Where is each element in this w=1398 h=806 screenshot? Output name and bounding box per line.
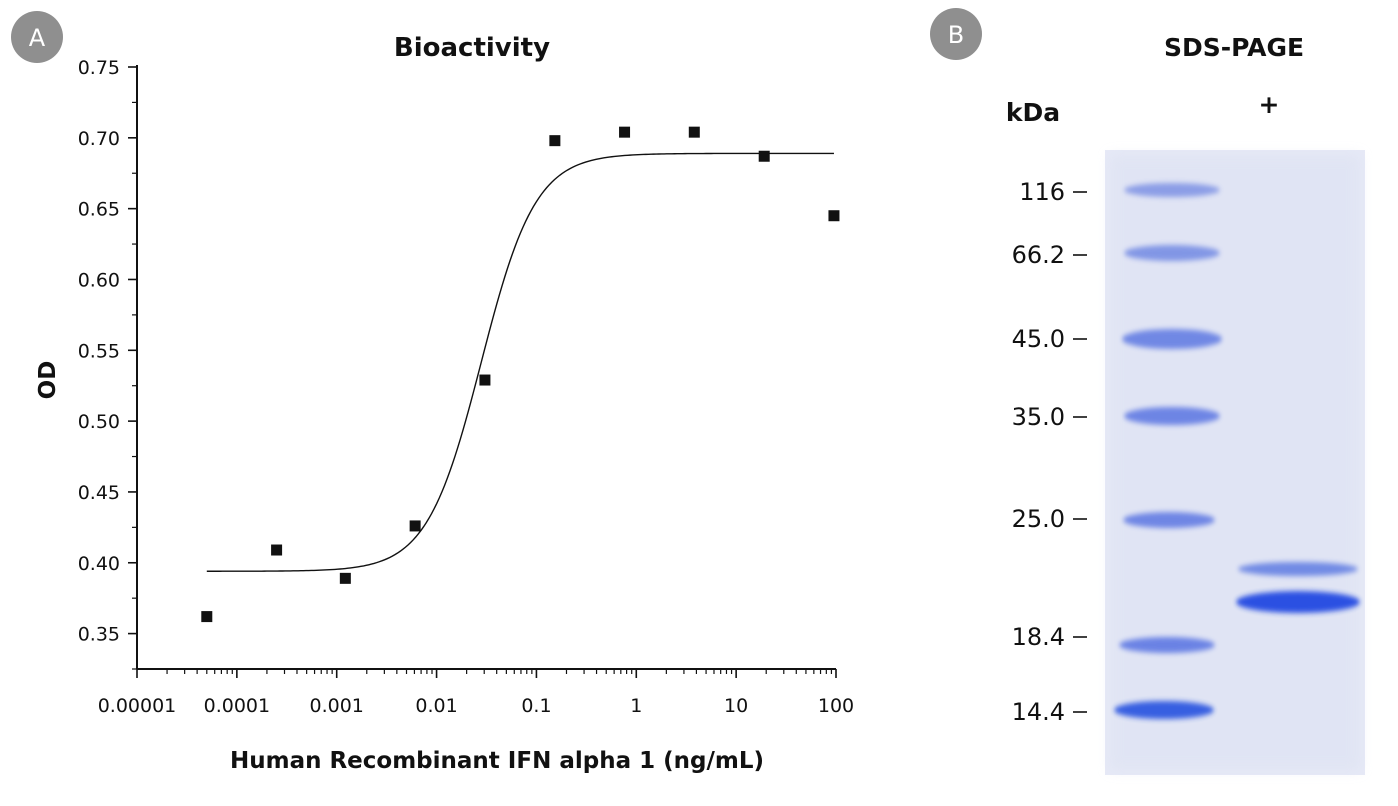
x-axis-ticks: 0.00001 0.0001 0.001 0.01 0.1 1 10 100: [98, 669, 854, 717]
chart-axes: [136, 65, 836, 670]
y-axis-ticks: 0.35 0.40 0.45 0.50 0.55 0.60 0.65 0.70 0.75: [78, 57, 137, 670]
y-tick-label: 0.65: [78, 199, 120, 221]
y-tick-label: 0.75: [78, 57, 120, 79]
marker-label: 116: [1019, 178, 1065, 206]
panel-b: B SDS-PAGE kDa + 116 66.2 45.0 35.0 25.0…: [930, 8, 1365, 775]
y-tick-label: 0.60: [78, 269, 120, 291]
marker-label: 18.4: [1012, 623, 1065, 651]
panel-a-badge-label: A: [29, 24, 46, 52]
marker-label: 35.0: [1012, 403, 1065, 431]
data-point: [549, 135, 561, 147]
sample-band-main: [1236, 591, 1360, 613]
panel-b-badge: [930, 8, 982, 60]
data-point: [271, 544, 283, 556]
gel-title: SDS-PAGE: [1164, 33, 1304, 62]
panel-a-badge: [11, 11, 63, 63]
data-point: [339, 572, 351, 584]
data-point: [479, 374, 491, 386]
y-tick-label: 0.35: [78, 624, 120, 646]
marker-label: 66.2: [1012, 241, 1065, 269]
x-axis-title: Human Recombinant IFN alpha 1 (ng/mL): [230, 748, 764, 774]
y-tick-label: 0.40: [78, 553, 120, 575]
sample-band-upper: [1238, 562, 1358, 576]
fit-curve: [206, 152, 834, 572]
marker-label: 14.4: [1012, 698, 1065, 726]
data-point: [409, 520, 421, 532]
y-tick-label: 0.55: [78, 340, 120, 362]
marker-labels: 116 66.2 45.0 35.0 25.0 18.4 14.4: [1012, 178, 1065, 726]
x-tick-label: 0.01: [415, 695, 457, 717]
x-tick-label: 10: [724, 695, 748, 717]
kda-label: kDa: [1006, 98, 1060, 127]
ladder-band-66: [1124, 245, 1220, 261]
ladder-band-25: [1123, 512, 1215, 528]
x-tick-label: 0.001: [310, 695, 364, 717]
x-tick-label: 0.0001: [204, 695, 270, 717]
marker-dashes: [1073, 191, 1087, 713]
ladder-band-116: [1124, 183, 1220, 197]
data-points: [201, 126, 840, 623]
ladder-band-35: [1124, 407, 1220, 425]
x-tick-label: 1: [630, 695, 642, 717]
sample-lane-label: +: [1259, 90, 1280, 119]
x-tick-label: 100: [818, 695, 854, 717]
data-point: [619, 126, 631, 138]
x-tick-label: 0.00001: [98, 695, 177, 717]
marker-label: 45.0: [1012, 325, 1065, 353]
ladder-band-14: [1114, 701, 1214, 719]
panel-b-badge-label: B: [948, 21, 964, 49]
y-tick-label: 0.50: [78, 411, 120, 433]
ladder-band-18: [1119, 637, 1215, 653]
data-point: [828, 210, 840, 222]
y-tick-label: 0.70: [78, 128, 120, 150]
x-tick-label: 0.1: [521, 695, 551, 717]
y-axis-title: OD: [35, 361, 61, 400]
data-point: [688, 126, 700, 138]
marker-label: 25.0: [1012, 505, 1065, 533]
data-point: [201, 611, 213, 623]
ladder-band-45: [1122, 329, 1222, 349]
chart-title: Bioactivity: [394, 33, 550, 63]
y-tick-label: 0.45: [78, 482, 120, 504]
data-point: [758, 150, 770, 162]
panel-a: A Bioactivity 0.00001 0.0001 0.001 0.01 0.1 1…: [11, 11, 854, 774]
